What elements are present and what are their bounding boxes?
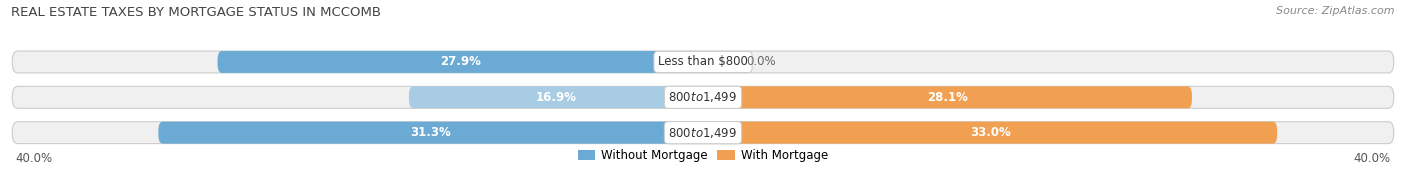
Text: Source: ZipAtlas.com: Source: ZipAtlas.com [1277, 6, 1395, 16]
FancyBboxPatch shape [159, 122, 703, 144]
Legend: Without Mortgage, With Mortgage: Without Mortgage, With Mortgage [574, 144, 832, 167]
FancyBboxPatch shape [218, 51, 703, 73]
Text: 0.0%: 0.0% [747, 55, 776, 68]
FancyBboxPatch shape [703, 122, 1277, 144]
Text: 31.3%: 31.3% [411, 126, 451, 139]
Text: Less than $800: Less than $800 [658, 55, 748, 68]
Text: 40.0%: 40.0% [1353, 152, 1391, 165]
FancyBboxPatch shape [13, 51, 1393, 73]
Text: REAL ESTATE TAXES BY MORTGAGE STATUS IN MCCOMB: REAL ESTATE TAXES BY MORTGAGE STATUS IN … [11, 6, 381, 19]
Text: 27.9%: 27.9% [440, 55, 481, 68]
FancyBboxPatch shape [409, 86, 703, 108]
Text: 28.1%: 28.1% [927, 91, 967, 104]
Text: $800 to $1,499: $800 to $1,499 [668, 90, 738, 104]
FancyBboxPatch shape [13, 122, 1393, 144]
FancyBboxPatch shape [703, 86, 1192, 108]
Text: 16.9%: 16.9% [536, 91, 576, 104]
Text: 40.0%: 40.0% [15, 152, 53, 165]
Text: $800 to $1,499: $800 to $1,499 [668, 126, 738, 140]
FancyBboxPatch shape [13, 86, 1393, 108]
Text: 33.0%: 33.0% [970, 126, 1011, 139]
